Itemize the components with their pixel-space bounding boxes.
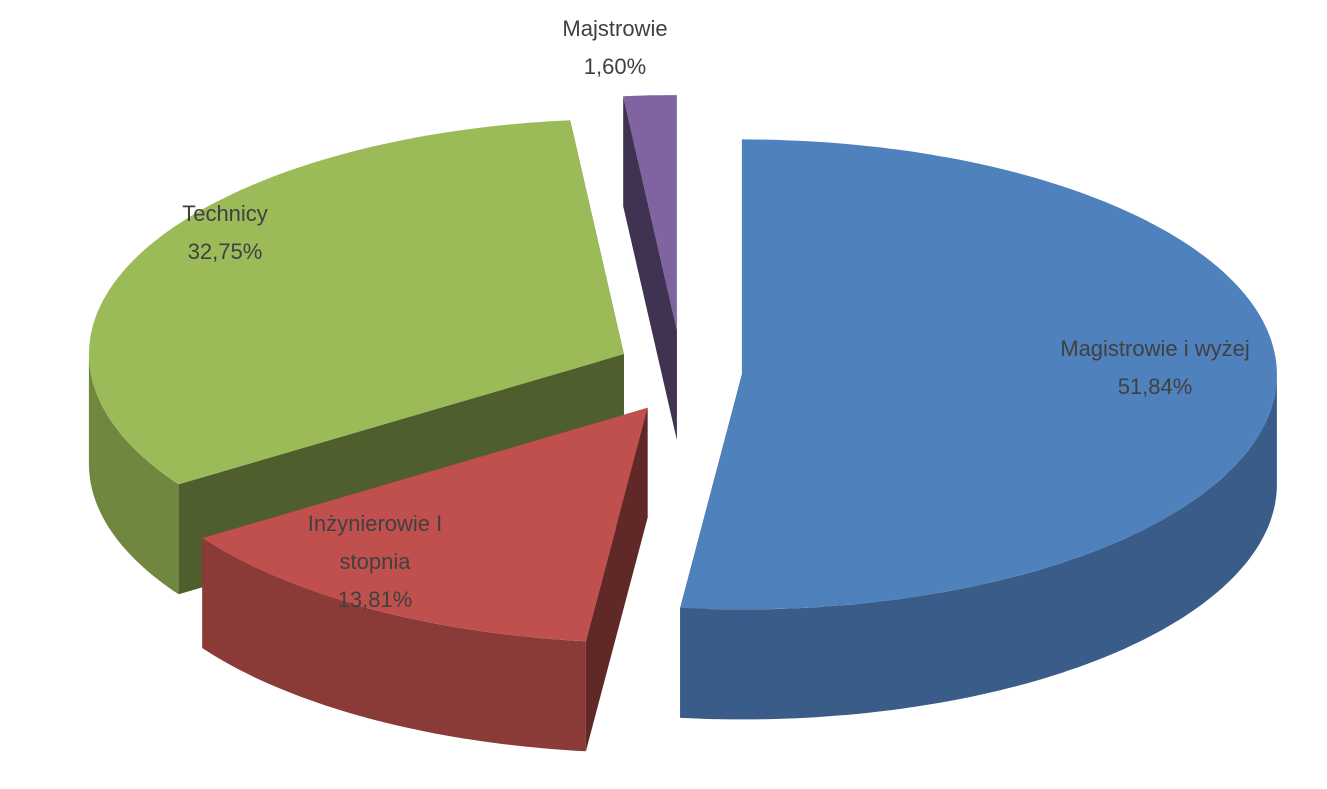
value-label: 51,84%	[1117, 374, 1193, 399]
value-label: 1,60%	[583, 54, 647, 79]
slice	[202, 407, 648, 752]
category-label: Magistrowie i wyżej	[1060, 336, 1250, 361]
data-label: Inżynierowie I stopnia 13,81%	[290, 505, 460, 619]
slice-top	[623, 95, 677, 331]
slice-wall	[202, 538, 586, 752]
slice-top	[202, 407, 648, 642]
slice	[680, 139, 1277, 720]
data-label: Magistrowie i wyżej 51,84%	[1060, 330, 1250, 406]
category-label: Inżynierowie I stopnia	[307, 511, 443, 574]
category-label: Technicy	[182, 201, 268, 226]
slice-top	[680, 139, 1277, 610]
data-label: Majstrowie 1,60%	[562, 10, 667, 86]
value-label: 32,75%	[187, 239, 263, 264]
slice	[623, 95, 677, 441]
value-label: 13,81%	[337, 587, 413, 612]
category-label: Majstrowie	[562, 16, 668, 41]
data-label: Technicy 32,75%	[182, 195, 268, 271]
slice-wall	[88, 354, 179, 595]
slice-side	[623, 96, 677, 441]
slice-top	[89, 120, 624, 485]
slice-wall	[680, 374, 1277, 720]
